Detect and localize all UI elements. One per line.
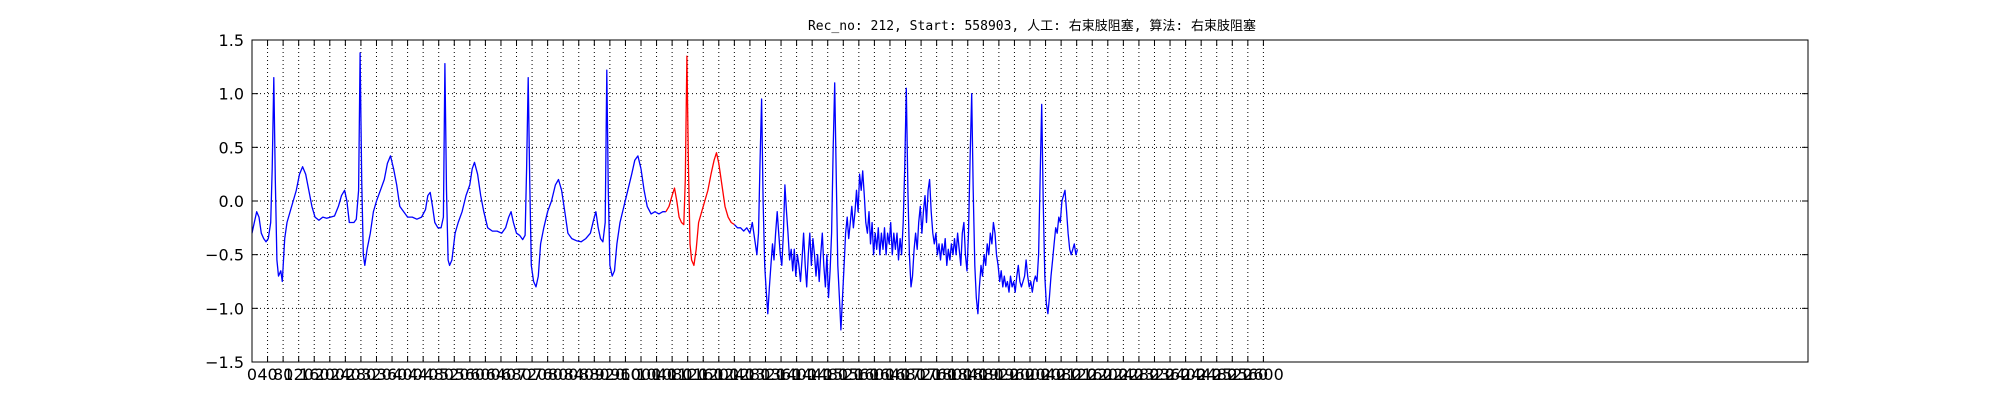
- x-tick-label: 280: [346, 365, 377, 384]
- x-tick-label: 1640: [870, 365, 911, 384]
- x-tick-label: 1800: [932, 365, 973, 384]
- x-tick-label: 1080: [652, 365, 693, 384]
- x-tick-label: 440: [408, 365, 439, 384]
- x-tick-label: 40: [257, 365, 277, 384]
- x-tick-label: 360: [377, 365, 408, 384]
- x-tick-label: 1720: [901, 365, 942, 384]
- y-tick-label: 0.0: [219, 192, 244, 211]
- x-tick-label: 2200: [1087, 365, 1128, 384]
- x-tick-label: 920: [595, 365, 626, 384]
- x-tick-label: 1960: [994, 365, 1035, 384]
- x-tick-label: 1840: [947, 365, 988, 384]
- y-tick-label: −1.0: [205, 299, 244, 318]
- plot-series: [251, 52, 1079, 331]
- x-tick-label: 320: [361, 365, 392, 384]
- x-tick-label: 2400: [1165, 365, 1206, 384]
- y-tick-label: 1.5: [219, 31, 244, 50]
- x-tick-label: 1320: [745, 365, 786, 384]
- x-tick-label: 1560: [838, 365, 879, 384]
- ecg-series-3: [733, 82, 1079, 331]
- axis-ticks: 0 408012016020024028032036040044048052056…: [205, 31, 1808, 384]
- y-tick-label: −0.5: [205, 246, 244, 265]
- x-tick-label: 520: [439, 365, 470, 384]
- x-tick-label: 760: [532, 365, 563, 384]
- x-tick-label: 1200: [698, 365, 739, 384]
- x-tick-label: 160: [299, 365, 330, 384]
- x-tick-label: 1680: [885, 365, 926, 384]
- x-tick-label: 960: [610, 365, 641, 384]
- grid-lines: [252, 40, 1808, 362]
- x-tick-label: 720: [517, 365, 548, 384]
- x-tick-label: 2320: [1134, 365, 1175, 384]
- x-tick-label: 600: [470, 365, 501, 384]
- x-tick-label: 2040: [1025, 365, 1066, 384]
- x-tick-label: 400: [392, 365, 423, 384]
- x-tick-label: 1280: [730, 365, 771, 384]
- y-tick-label: 1.0: [219, 85, 244, 104]
- x-tick-label: 1160: [683, 365, 724, 384]
- x-tick-label: 80: [273, 365, 293, 384]
- x-tick-label: 2600: [1243, 365, 1284, 384]
- x-tick-label: 560: [455, 365, 486, 384]
- x-tick-label: 2440: [1181, 365, 1222, 384]
- x-tick-label: 800: [548, 365, 579, 384]
- x-tick-label: 2280: [1119, 365, 1160, 384]
- x-tick-label: 640: [486, 365, 517, 384]
- chart-title: Rec_no: 212, Start: 558903, 人工: 右束肢阻塞, 算…: [808, 18, 1256, 34]
- x-tick-label: 2480: [1196, 365, 1237, 384]
- x-tick-label: 1360: [761, 365, 802, 384]
- x-tick-label: 2560: [1227, 365, 1268, 384]
- x-tick-label: 0: [247, 365, 257, 384]
- x-tick-label: 1120: [667, 365, 708, 384]
- ecg-series-1: [251, 52, 666, 288]
- y-tick-label: −1.5: [205, 353, 244, 372]
- x-tick-label: 1920: [979, 365, 1020, 384]
- ecg-series-2: [665, 55, 735, 267]
- x-tick-label: 120: [283, 365, 314, 384]
- x-tick-label: 2520: [1212, 365, 1253, 384]
- x-tick-label: 2160: [1072, 365, 1113, 384]
- x-tick-label: 1480: [807, 365, 848, 384]
- x-tick-label: 840: [563, 365, 594, 384]
- x-tick-label: 2360: [1150, 365, 1191, 384]
- x-tick-label: 680: [501, 365, 532, 384]
- x-tick-label: 1760: [916, 365, 957, 384]
- x-tick-label: 480: [423, 365, 454, 384]
- x-tick-label: 1880: [963, 365, 1004, 384]
- x-tick-label: 1600: [854, 365, 895, 384]
- x-tick-label: 2120: [1056, 365, 1097, 384]
- x-tick-label: 1520: [823, 365, 864, 384]
- x-tick-label: 2000: [1010, 365, 1051, 384]
- x-tick-label: 1240: [714, 365, 755, 384]
- x-tick-label: 240: [330, 365, 361, 384]
- x-tick-label: 2240: [1103, 365, 1144, 384]
- x-tick-label: 1000: [621, 365, 662, 384]
- x-tick-label: 1400: [776, 365, 817, 384]
- x-tick-label: 1440: [792, 365, 833, 384]
- x-tick-label: 880: [579, 365, 610, 384]
- y-tick-label: 0.5: [219, 138, 244, 157]
- x-tick-label: 2080: [1041, 365, 1082, 384]
- x-tick-label: 200: [315, 365, 346, 384]
- x-tick-label: 1040: [636, 365, 677, 384]
